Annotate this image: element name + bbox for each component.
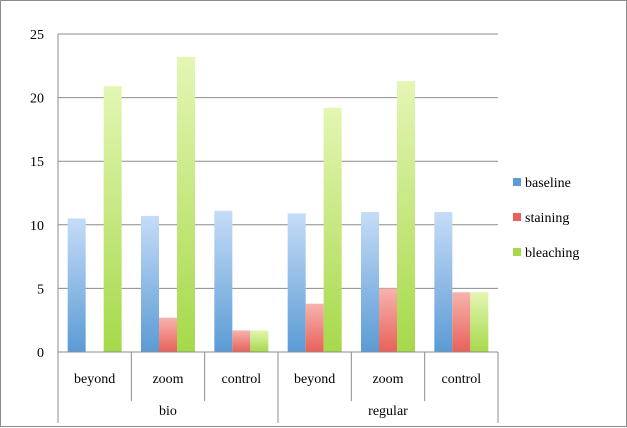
bar-bleaching xyxy=(177,56,195,353)
x-axis-groups: bio regular xyxy=(159,404,408,419)
y-tick-label: 5 xyxy=(37,282,44,297)
legend-label-baseline: baseline xyxy=(525,176,571,191)
bar-staining xyxy=(305,303,324,352)
bar-staining xyxy=(379,288,397,352)
bar-baseline xyxy=(361,212,379,352)
bar-baseline xyxy=(67,218,86,352)
x-group-label: regular xyxy=(368,404,408,419)
x-category-label: zoom xyxy=(372,372,403,387)
x-category-label: beyond xyxy=(74,372,115,387)
x-category-label: control xyxy=(222,372,262,387)
bar-staining xyxy=(232,330,251,352)
y-tick-label: 15 xyxy=(30,155,44,170)
bar-bleaching xyxy=(103,86,122,352)
bar-staining xyxy=(159,317,177,352)
x-group-label: bio xyxy=(159,404,177,419)
bar-baseline xyxy=(434,212,453,352)
y-tick-label: 10 xyxy=(30,219,44,234)
legend-swatch-staining xyxy=(513,213,521,221)
x-category-label: beyond xyxy=(294,372,335,387)
y-tick-label: 20 xyxy=(30,92,44,107)
bar-bleaching xyxy=(397,81,415,353)
bar-baseline xyxy=(287,213,306,352)
bar-bleaching xyxy=(323,107,342,352)
legend-swatch-baseline xyxy=(513,178,521,186)
y-tick-label: 0 xyxy=(37,346,44,361)
y-axis-ticks: 0 5 10 15 20 25 xyxy=(30,28,44,361)
legend-swatch-bleaching xyxy=(513,248,521,256)
gridlines xyxy=(58,33,498,353)
x-category-label: zoom xyxy=(152,372,183,387)
x-axis-categories: beyond zoom control beyond zoom control xyxy=(74,372,481,387)
bar-staining xyxy=(452,292,471,352)
legend: baseline staining bleaching xyxy=(513,176,579,261)
axes xyxy=(57,34,499,423)
bars xyxy=(67,56,489,353)
bar-baseline xyxy=(214,210,233,352)
legend-label-bleaching: bleaching xyxy=(525,246,579,261)
legend-label-staining: staining xyxy=(525,211,569,226)
bar-baseline xyxy=(141,215,159,352)
bar-bleaching xyxy=(470,292,489,352)
y-tick-label: 25 xyxy=(30,28,44,43)
bar-bleaching xyxy=(250,330,269,352)
x-category-label: control xyxy=(442,372,482,387)
